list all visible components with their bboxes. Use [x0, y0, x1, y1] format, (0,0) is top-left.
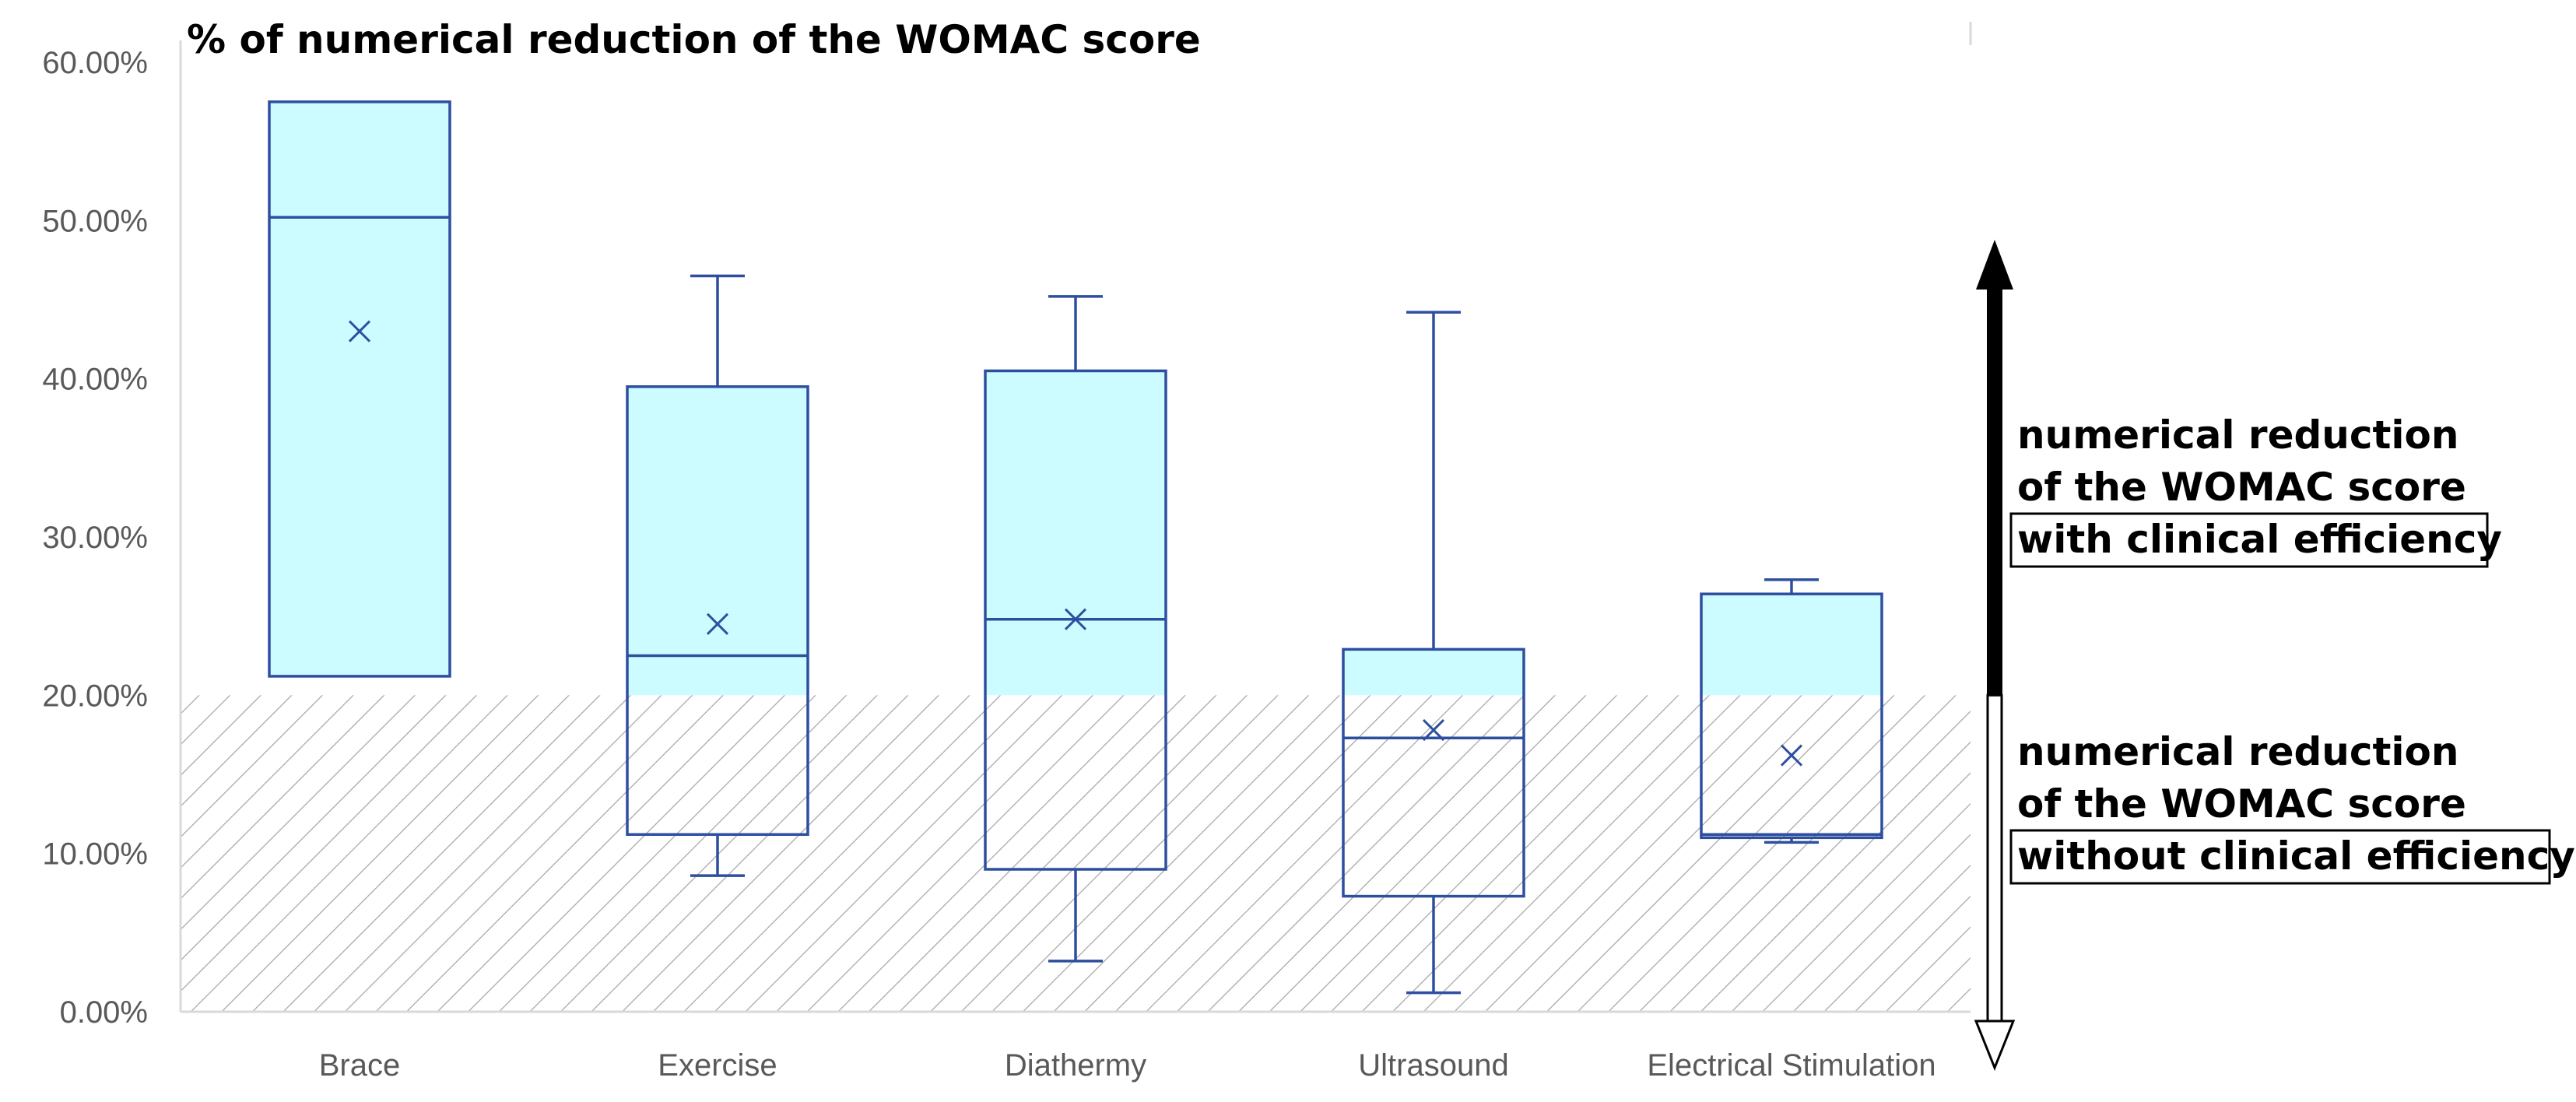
category-label: Ultrasound — [1358, 1048, 1508, 1083]
box-fill — [269, 101, 450, 676]
with-efficiency-annotation: numerical reduction of the WOMAC score w… — [2009, 412, 2502, 568]
box-fill — [985, 370, 1166, 696]
y-tick-label: 0.00% — [60, 995, 148, 1030]
category-label: Diathermy — [1005, 1048, 1146, 1083]
mean-marker — [706, 612, 729, 635]
with-efficiency-line2: of the WOMAC score — [2017, 465, 2466, 510]
without-efficiency-line2: of the WOMAC score — [2017, 781, 2466, 826]
y-axis-ticks: 60.00% 50.00% 40.00% 30.00% 20.00% 10.00% 0.00… — [42, 46, 148, 1030]
category-label: Brace — [319, 1048, 401, 1083]
box-exercise — [626, 274, 809, 877]
y-tick-label: 10.00% — [42, 837, 148, 872]
mean-marker — [1780, 744, 1803, 767]
mean-marker — [348, 320, 371, 342]
x-axis-categories: Brace Exercise Diathermy Ultrasound Electric… — [319, 1048, 1936, 1083]
box-fill — [627, 386, 808, 696]
chart-title: % of numerical reduction of the WOMAC sc… — [187, 17, 1201, 62]
box-outline — [268, 100, 451, 678]
box-electrical-stimulation — [1700, 578, 1883, 844]
box-brace — [268, 100, 451, 678]
box-ultrasound — [1342, 311, 1525, 995]
y-tick-label: 60.00% — [42, 46, 148, 80]
box-diathermy — [984, 295, 1167, 963]
box-fill — [1343, 649, 1524, 696]
without-efficiency-arrow-head — [1974, 1020, 2016, 1072]
without-efficiency-annotation: numerical reduction of the WOMAC score w… — [2009, 729, 2575, 885]
without-efficiency-line1: numerical reduction — [2017, 729, 2459, 774]
mean-marker — [1422, 719, 1445, 742]
category-label: Electrical Stimulation — [1647, 1048, 1936, 1083]
category-label: Exercise — [658, 1048, 777, 1083]
mean-marker — [1064, 608, 1087, 630]
box-fill — [1701, 594, 1882, 696]
y-tick-label: 50.00% — [42, 204, 148, 238]
without-efficiency-arrow-shaft — [1986, 693, 2003, 1023]
without-efficiency-line3: without clinical efficiency — [2017, 834, 2575, 879]
efficiency-arrow — [1974, 240, 2016, 1072]
y-tick-label: 20.00% — [42, 679, 148, 713]
boxes — [268, 100, 1883, 995]
with-efficiency-box — [2009, 512, 2489, 568]
with-efficiency-line3: with clinical efficiency — [2017, 517, 2502, 562]
axes — [179, 22, 1972, 1013]
y-tick-label: 30.00% — [42, 521, 148, 555]
without-efficiency-box — [2009, 829, 2551, 885]
y-tick-label: 40.00% — [42, 363, 148, 397]
with-efficiency-arrow-head — [1976, 240, 2013, 290]
with-efficiency-line1: numerical reduction — [2017, 412, 2459, 458]
